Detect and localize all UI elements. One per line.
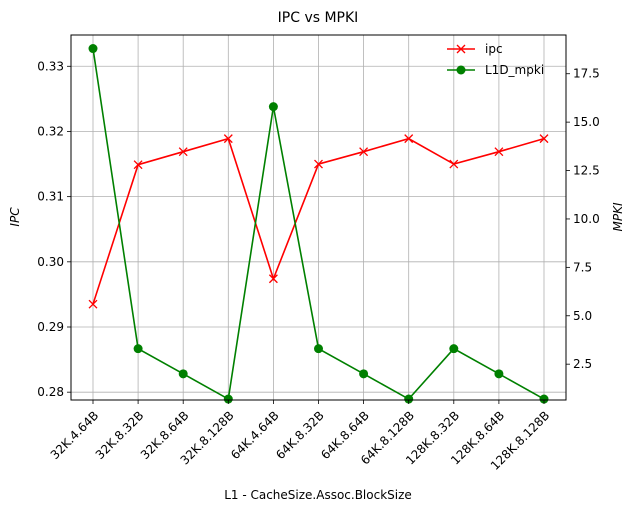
- legend-label: L1D_mpki: [485, 63, 544, 77]
- data-point-l1d-mpki: [539, 394, 549, 404]
- data-point-ipc: [449, 159, 459, 169]
- y-tick-label-right: 2.5: [573, 357, 592, 371]
- data-point-l1d-mpki: [494, 369, 504, 379]
- series-layer: [88, 44, 549, 404]
- data-point-ipc: [494, 147, 504, 157]
- marker-stroke: [314, 159, 323, 169]
- y-tick-label-left: 0.30: [37, 255, 64, 269]
- marker-stroke: [456, 44, 466, 54]
- y-tick-label-left: 0.31: [37, 190, 64, 204]
- legend-marker: [456, 44, 466, 54]
- marker-stroke: [494, 147, 504, 157]
- data-point-ipc: [314, 159, 323, 169]
- data-point-ipc: [133, 160, 143, 170]
- chart-title: IPC vs MPKI: [278, 10, 359, 26]
- marker-stroke: [223, 134, 233, 144]
- y-tick-label-right: 7.5: [573, 260, 592, 274]
- y-tick-label-right: 12.5: [573, 164, 600, 178]
- data-point-ipc: [178, 147, 188, 157]
- y-tick-label-left: 0.33: [37, 59, 64, 73]
- y-axis-label-left: IPC: [8, 207, 22, 227]
- y-axis-label-right: MPKI: [611, 202, 625, 231]
- marker-stroke: [404, 134, 414, 144]
- x-axis-label: L1 - CacheSize.Assoc.BlockSize: [224, 488, 412, 502]
- y-tick-label-left: 0.28: [37, 385, 64, 399]
- data-point-ipc: [223, 134, 233, 144]
- data-point-l1d-mpki: [404, 394, 414, 404]
- data-point-l1d-mpki: [133, 344, 143, 354]
- marker-stroke: [539, 134, 549, 144]
- legend: ipc L1D_mpki: [447, 42, 544, 77]
- grid-lines: [71, 35, 566, 400]
- legend-item-ipc: ipc: [447, 42, 503, 56]
- data-point-l1d-mpki: [359, 369, 369, 379]
- data-point-ipc: [404, 134, 414, 144]
- marker-stroke: [88, 299, 98, 309]
- marker-stroke: [133, 160, 143, 170]
- y-tick-label-left: 0.32: [37, 124, 64, 138]
- data-point-l1d-mpki: [268, 102, 278, 112]
- data-point-ipc: [359, 147, 369, 157]
- y-tick-label-right: 17.5: [573, 67, 600, 81]
- data-point-ipc: [88, 299, 98, 309]
- marker-stroke: [268, 274, 278, 284]
- y-tick-label-right: 5.0: [573, 309, 592, 323]
- legend-item-l1d-mpki: L1D_mpki: [447, 63, 544, 77]
- y-tick-label-right: 15.0: [573, 115, 600, 129]
- data-point-ipc: [539, 134, 549, 144]
- data-point-l1d-mpki: [88, 44, 98, 54]
- legend-marker: [456, 65, 466, 75]
- y-tick-label-right: 10.0: [573, 212, 600, 226]
- data-point-l1d-mpki: [223, 394, 233, 404]
- data-point-l1d-mpki: [314, 344, 323, 354]
- marker-stroke: [449, 159, 459, 169]
- legend-label: ipc: [485, 42, 503, 56]
- marker-stroke: [178, 147, 188, 157]
- y-tick-label-left: 0.29: [37, 320, 64, 334]
- marker-stroke: [359, 147, 369, 157]
- data-point-l1d-mpki: [449, 344, 459, 354]
- data-point-l1d-mpki: [178, 369, 188, 379]
- data-point-ipc: [268, 274, 278, 284]
